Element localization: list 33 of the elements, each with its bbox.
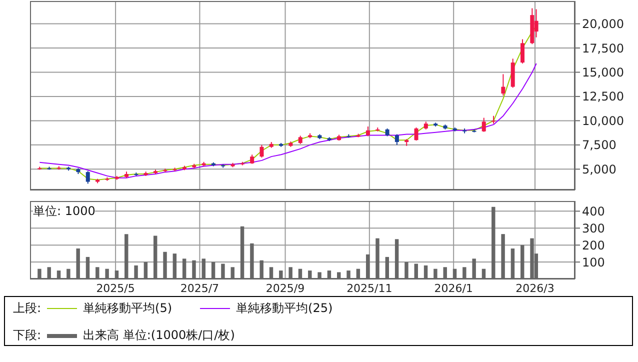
- legend-label: 出来高 単位:(1000株/口/枚): [83, 328, 235, 342]
- candlestick: [250, 154, 254, 164]
- x-tick-label: 2025/9: [266, 282, 305, 295]
- y-tick-label: 400: [582, 204, 605, 218]
- candlestick: [366, 126, 370, 137]
- x-tick-label: 2025/11: [346, 282, 392, 295]
- y-tick-label: 300: [582, 221, 605, 236]
- y-tick-label: 5,000: [582, 162, 616, 176]
- x-tick-label: 2026/1: [434, 282, 473, 295]
- y-tick-label: 100: [582, 255, 605, 270]
- legend-label: 単純移動平均(5): [83, 301, 172, 315]
- annotation: 単位: 1000: [33, 203, 96, 220]
- candlestick: [520, 38, 524, 64]
- x-tick-label: 2026/3: [516, 282, 554, 295]
- candlestick: [394, 134, 399, 146]
- y-tick-label: 15,000: [582, 66, 624, 80]
- y-tick-label: 200: [582, 238, 605, 252]
- y-tick-label: 17,500: [582, 41, 624, 56]
- x-tick-label: 2025/7: [180, 282, 220, 295]
- candlestick: [501, 74, 506, 96]
- candlestick: [414, 126, 418, 142]
- legend-label: 単純移動平均(25): [236, 301, 333, 315]
- candlestick: [482, 117, 486, 132]
- line-series: [39, 63, 537, 178]
- y-tick-label: 7,500: [582, 138, 616, 152]
- candlestick: [260, 144, 264, 158]
- y-tick-label: 10,000: [582, 114, 624, 128]
- y-tick-label: 20,000: [582, 17, 624, 32]
- candlestick: [86, 170, 90, 184]
- x-tick-label: 2025/5: [96, 282, 135, 295]
- y-tick-label: 12,500: [582, 90, 624, 104]
- legend-title: 下段:: [13, 328, 42, 342]
- legend-title: 上段:: [13, 301, 42, 315]
